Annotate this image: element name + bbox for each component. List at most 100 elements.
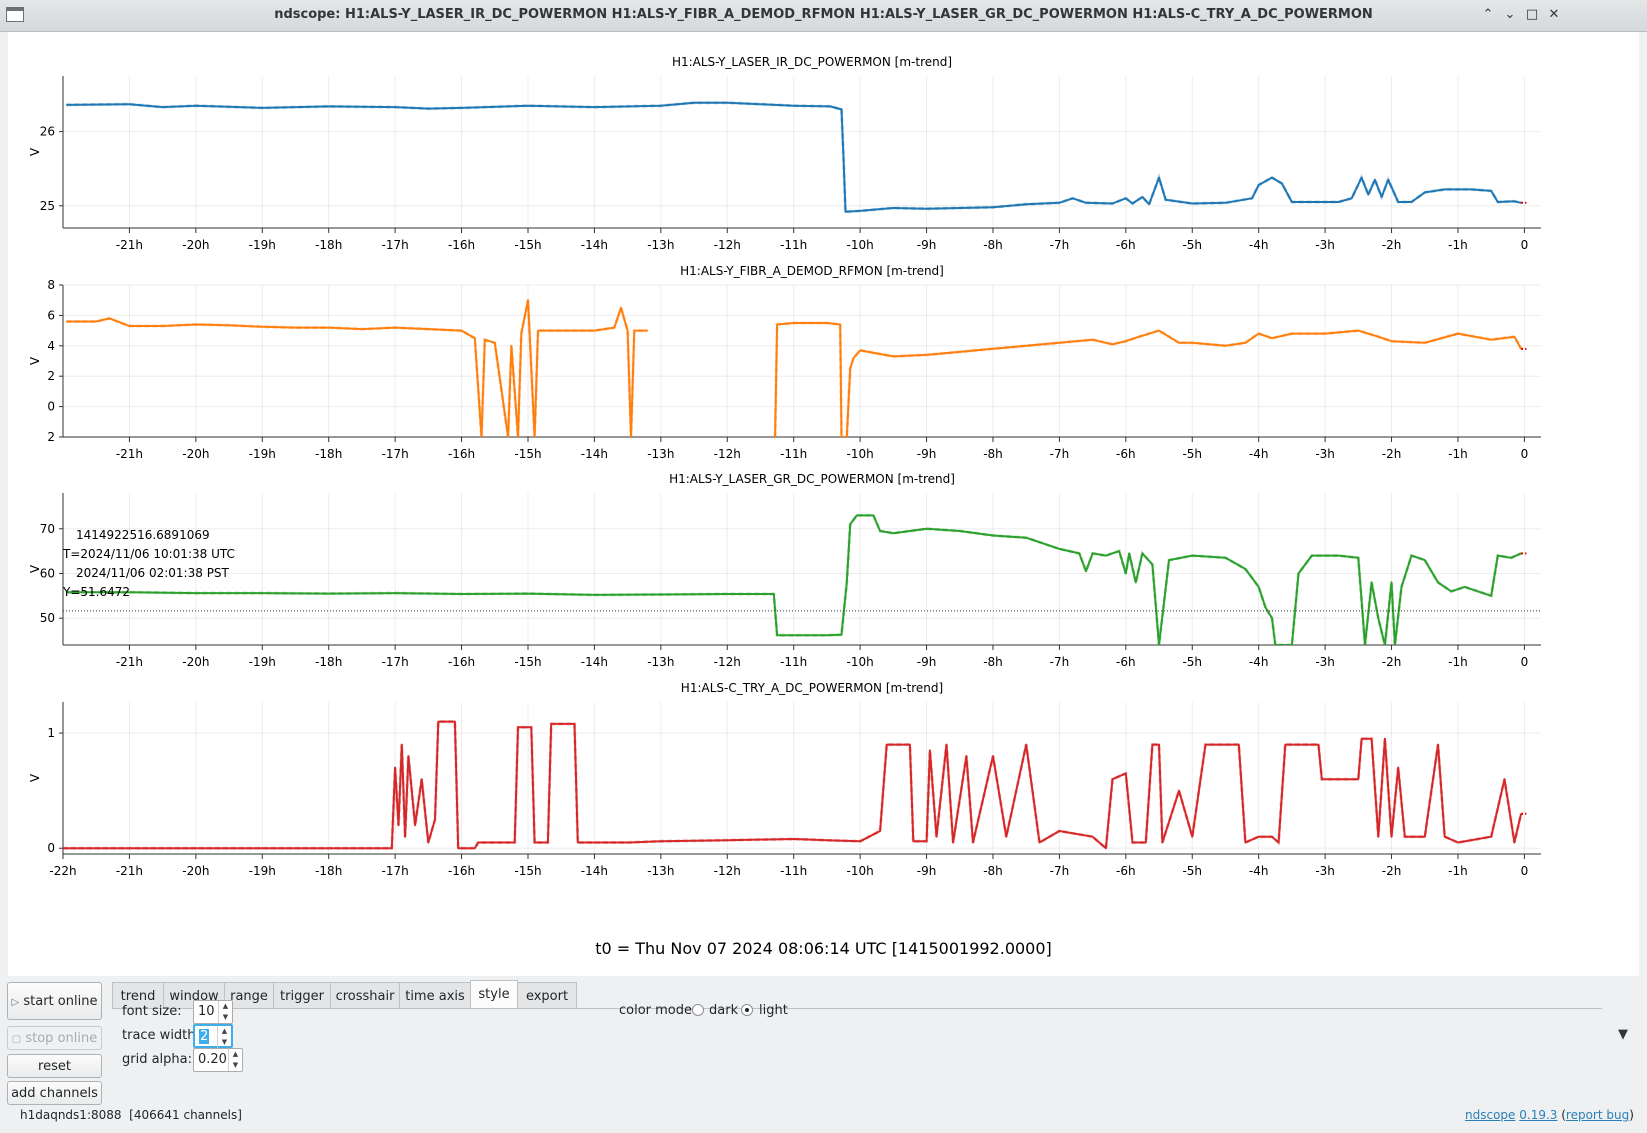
x-tick-label: -14h — [581, 655, 608, 669]
version-link[interactable]: 0.19.3 — [1519, 1108, 1558, 1122]
x-tick-label: -7h — [1050, 238, 1070, 252]
x-tick-label: -21h — [116, 655, 143, 669]
reset-button[interactable]: reset — [7, 1054, 102, 1078]
x-tick-label: -13h — [647, 238, 674, 252]
report-bug-link[interactable]: report bug — [1565, 1108, 1630, 1122]
stop-online-label: stop online — [25, 1031, 98, 1046]
plots-canvas[interactable]: H1:ALS-Y_LASER_IR_DC_POWERMON [m-trend] -… — [8, 32, 1639, 932]
stepper-arrows-icon[interactable]: ▲ ▼ — [217, 1026, 231, 1048]
channel-count: [406641 channels] — [129, 1108, 242, 1122]
stepper-arrows-icon[interactable]: ▲ ▼ — [218, 1001, 232, 1023]
chevron-down-icon[interactable]: ▼ — [1618, 1027, 1628, 1042]
plot-area[interactable]: H1:ALS-Y_LASER_IR_DC_POWERMON [m-trend] -… — [8, 32, 1639, 976]
x-tick-label: -15h — [514, 238, 541, 252]
series-line — [63, 720, 1523, 850]
chart-panel-3: H1:ALS-Y_LASER_GR_DC_POWERMON [m-trend] -… — [28, 472, 1541, 669]
x-tick-label: -21h — [116, 447, 143, 461]
x-tick-label: -4h — [1249, 447, 1269, 461]
x-tick-label: -10h — [847, 447, 874, 461]
tab-crosshair[interactable]: crosshair — [330, 982, 400, 1009]
color-mode-dark-radio[interactable] — [692, 1004, 704, 1016]
x-tick-label: -14h — [581, 864, 608, 878]
tab-style[interactable]: style — [470, 980, 518, 1009]
y-tick-label: 2 — [47, 430, 55, 444]
x-tick-label: -9h — [917, 238, 937, 252]
minimize-icon[interactable]: ⌄ — [1504, 7, 1516, 22]
series-line — [66, 299, 1522, 437]
stepper-arrows-icon[interactable]: ▲ ▼ — [228, 1049, 242, 1071]
ndscope-link[interactable]: ndscope — [1465, 1108, 1516, 1122]
x-tick-label: -1h — [1448, 447, 1468, 461]
tab-trend[interactable]: trend — [112, 982, 164, 1009]
x-tick-label: -14h — [581, 447, 608, 461]
x-tick-label: -15h — [514, 447, 541, 461]
x-tick-label: -13h — [647, 447, 674, 461]
window-titlebar: ndscope: H1:ALS-Y_LASER_IR_DC_POWERMON H… — [0, 0, 1647, 32]
grid-alpha-stepper[interactable]: 0.20 ▲ ▼ — [193, 1048, 243, 1072]
cursor-readout-utc: T=2024/11/06 10:01:38 UTC — [62, 547, 235, 561]
y-axis-label: V — [28, 564, 42, 573]
close-icon[interactable]: ✕ — [1548, 7, 1560, 22]
chart-panel-2: H1:ALS-Y_FIBR_A_DEMOD_RFMON [m-trend] -21… — [28, 264, 1541, 461]
window-icon[interactable] — [6, 7, 24, 22]
x-tick-label: -8h — [983, 864, 1003, 878]
status-server: h1daqnds1:8088 [406641 channels] — [20, 1108, 242, 1122]
x-tick-label: -6h — [1116, 238, 1136, 252]
server-address: h1daqnds1:8088 — [20, 1108, 122, 1122]
x-tick-label: -19h — [249, 238, 276, 252]
window-title: ndscope: H1:ALS-Y_LASER_IR_DC_POWERMON H… — [274, 7, 1373, 22]
y-axis-label: V — [28, 147, 42, 156]
x-tick-label: -4h — [1249, 864, 1269, 878]
x-tick-label: -6h — [1116, 655, 1136, 669]
x-tick-label: -11h — [780, 238, 807, 252]
stop-online-button[interactable]: ▢ stop online — [7, 1026, 102, 1050]
font-size-value: 10 — [198, 1004, 215, 1019]
x-tick-label: -14h — [581, 238, 608, 252]
tab-trigger[interactable]: trigger — [273, 982, 331, 1009]
x-tick-label: -20h — [182, 864, 209, 878]
y-tick-label: 26 — [40, 125, 55, 139]
x-tick-label: -10h — [847, 864, 874, 878]
shade-icon[interactable]: ⌃ — [1482, 7, 1494, 22]
cursor-readout-local: 2024/11/06 02:01:38 PST — [76, 566, 230, 580]
font-size-stepper[interactable]: 10 ▲ ▼ — [193, 1000, 233, 1024]
x-tick-label: -9h — [917, 864, 937, 878]
x-tick-label: -16h — [448, 655, 475, 669]
add-channels-button[interactable]: add channels — [7, 1081, 102, 1105]
x-tick-label: -11h — [780, 655, 807, 669]
x-tick-label: -4h — [1249, 238, 1269, 252]
x-tick-label: -16h — [448, 238, 475, 252]
trace-width-stepper[interactable]: 2 ▲ ▼ — [193, 1024, 233, 1048]
color-mode-light-radio[interactable] — [741, 1004, 753, 1016]
grid-alpha-value: 0.20 — [198, 1052, 227, 1067]
x-tick-label: -8h — [983, 447, 1003, 461]
x-tick-label: -2h — [1382, 655, 1402, 669]
x-tick-label: -17h — [382, 238, 409, 252]
x-tick-label: 0 — [1521, 655, 1529, 669]
chart-panel-4: H1:ALS-C_TRY_A_DC_POWERMON [m-trend] -22h… — [28, 681, 1541, 878]
chart-title: H1:ALS-C_TRY_A_DC_POWERMON [m-trend] — [681, 681, 943, 695]
x-tick-label: -3h — [1315, 655, 1335, 669]
tab-time-axis[interactable]: time axis — [399, 982, 471, 1009]
y-tick-label: 50 — [40, 611, 55, 625]
x-tick-label: 0 — [1521, 864, 1529, 878]
y-tick-label: 0 — [47, 841, 55, 855]
color-mode-light-label[interactable]: light — [759, 1003, 788, 1018]
x-tick-label: -7h — [1050, 864, 1070, 878]
x-tick-label: -18h — [315, 447, 342, 461]
tab-export[interactable]: export — [517, 982, 577, 1009]
tab-range[interactable]: range — [224, 982, 274, 1009]
y-axis-label: V — [28, 773, 42, 782]
chart-title: H1:ALS-Y_FIBR_A_DEMOD_RFMON [m-trend] — [680, 264, 944, 278]
color-mode-dark-label[interactable]: dark — [709, 1003, 739, 1018]
maximize-icon[interactable]: □ — [1525, 7, 1539, 22]
x-tick-label: -8h — [983, 238, 1003, 252]
cursor-readout-gps: 1414922516.6891069 — [76, 528, 210, 542]
x-tick-label: -19h — [249, 447, 276, 461]
stop-icon: ▢ — [11, 1034, 22, 1045]
x-tick-label: -19h — [249, 864, 276, 878]
font-size-label: font size: — [122, 1004, 182, 1019]
start-online-button[interactable]: ▷ start online — [7, 982, 102, 1020]
x-tick-label: -20h — [182, 655, 209, 669]
x-tick-label: -5h — [1182, 238, 1202, 252]
